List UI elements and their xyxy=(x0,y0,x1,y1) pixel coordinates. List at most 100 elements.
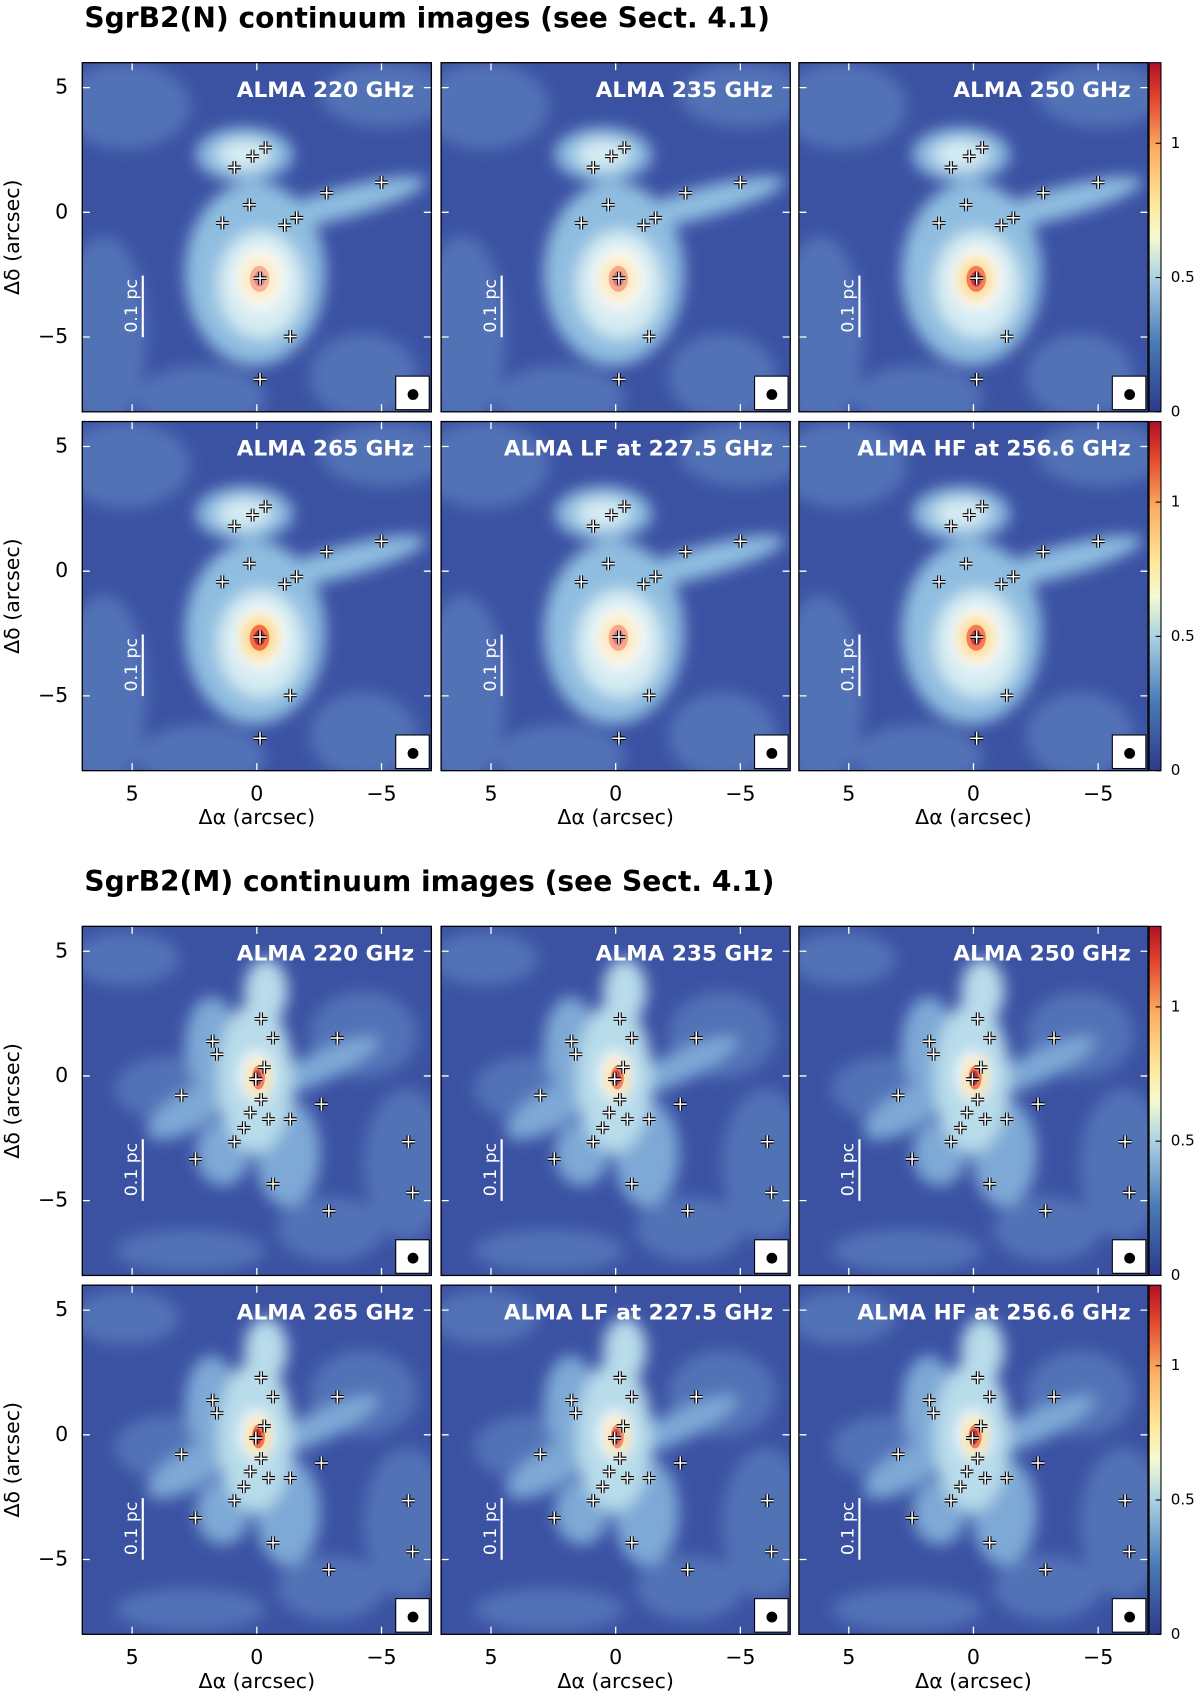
x-tick-label: −5 xyxy=(1083,781,1113,805)
source-cross xyxy=(649,570,663,584)
source-cross xyxy=(283,1112,297,1126)
source-cross xyxy=(1000,1112,1014,1126)
cross-fill xyxy=(253,630,267,644)
source-cross xyxy=(604,508,618,522)
image-panel: ALMA 220 GHz 0.1 pc xyxy=(82,926,449,1276)
panel-label: ALMA 250 GHz xyxy=(953,78,1130,103)
panel-label: ALMA 220 GHz xyxy=(237,78,414,103)
cross-fill xyxy=(278,218,292,232)
cross-fill xyxy=(330,1390,344,1404)
y-tick-label: 5 xyxy=(55,938,68,962)
cross-fill xyxy=(760,1135,774,1149)
cross-fill xyxy=(175,1447,188,1461)
cross-fill xyxy=(944,1494,958,1508)
source-cross xyxy=(206,1034,220,1048)
source-cross xyxy=(596,1121,610,1135)
x-tick-label: −5 xyxy=(725,781,755,805)
source-cross xyxy=(533,1447,547,1461)
beam xyxy=(766,1252,778,1264)
panel-frame xyxy=(798,420,1149,772)
source-cross xyxy=(601,557,615,571)
cross-fill xyxy=(1122,1545,1136,1559)
panel-frame xyxy=(440,1284,791,1635)
cross-fill xyxy=(569,1406,583,1420)
panel-frame xyxy=(81,1284,433,1635)
cross-fill xyxy=(927,1047,941,1061)
source-cross xyxy=(278,218,292,232)
x-tick-label: 0 xyxy=(609,781,622,805)
cross-fill xyxy=(617,140,631,154)
source-cross xyxy=(959,557,973,571)
x-tick-label: 5 xyxy=(484,781,497,805)
source-cross xyxy=(565,1034,579,1048)
cross-fill xyxy=(322,1563,336,1577)
cross-fill xyxy=(983,1177,997,1191)
source-cross xyxy=(254,1452,268,1465)
source-cross xyxy=(320,186,334,200)
source-cross xyxy=(314,1097,328,1111)
beam xyxy=(407,1252,419,1264)
cross-fill xyxy=(642,1112,656,1126)
image-panel: ALMA HF at 256.6 GHz 0.1 pc xyxy=(798,421,1166,790)
source-cross xyxy=(760,1135,774,1149)
cross-fill xyxy=(257,1060,271,1074)
source-cross xyxy=(227,1135,241,1149)
source-cross xyxy=(249,1072,263,1086)
source-cross xyxy=(237,1480,251,1494)
cross-fill xyxy=(237,1480,251,1494)
source-cross xyxy=(616,1060,630,1074)
beam xyxy=(1124,1252,1136,1264)
source-cross xyxy=(642,330,656,343)
image-panel: ALMA 250 GHz 0.1 pc xyxy=(798,926,1166,1276)
image-panel: ALMA 265 GHz 0.1 pc xyxy=(82,421,450,790)
cross-fill xyxy=(965,1431,979,1445)
source-cross xyxy=(574,575,588,589)
source-cross xyxy=(1122,1545,1136,1559)
source-cross xyxy=(565,1393,579,1407)
source-cross xyxy=(253,372,267,386)
cross-fill xyxy=(266,1390,280,1404)
colorbar xyxy=(1148,925,1162,1276)
cross-fill xyxy=(625,1031,639,1045)
source-cross xyxy=(971,1012,985,1026)
y-axis-label: Δδ (arcsec) xyxy=(0,179,24,295)
source-cross xyxy=(569,1406,583,1420)
cross-fill xyxy=(253,271,267,285)
cross-fill xyxy=(586,519,600,533)
source-cross xyxy=(620,1471,634,1485)
colorbar-tick-label: 1 xyxy=(1171,493,1181,511)
cross-fill xyxy=(625,1177,639,1191)
source-cross xyxy=(253,271,267,285)
cross-fill xyxy=(1000,1471,1014,1485)
cross-fill xyxy=(970,630,984,644)
scale-bar-label: 0.1 pc xyxy=(122,1502,142,1555)
source-cross xyxy=(266,1177,280,1191)
cross-fill xyxy=(266,1536,280,1550)
source-cross xyxy=(237,1121,251,1135)
cross-fill xyxy=(243,1464,257,1478)
source-cross xyxy=(760,1494,774,1508)
source-cross xyxy=(625,1031,639,1045)
source-cross xyxy=(612,271,626,285)
panel-frame xyxy=(440,62,791,413)
panel-label: ALMA HF at 256.6 GHz xyxy=(857,437,1130,462)
cross-fill xyxy=(375,534,388,548)
source-cross xyxy=(259,499,273,513)
scale-bar-label: 0.1 pc xyxy=(122,279,142,332)
source-cross xyxy=(283,330,297,343)
cross-fill xyxy=(953,1480,967,1494)
cross-fill xyxy=(681,1204,695,1218)
x-tick-label: 5 xyxy=(126,781,139,805)
source-cross xyxy=(962,149,976,163)
source-cross xyxy=(604,149,618,163)
source-cross xyxy=(254,1093,268,1107)
source-cross xyxy=(608,1072,622,1086)
source-cross xyxy=(971,1452,985,1465)
cross-fill xyxy=(922,1393,936,1407)
cross-fill xyxy=(547,1511,561,1525)
cross-fill xyxy=(1118,1494,1132,1508)
panel-frame xyxy=(81,62,433,413)
cross-fill xyxy=(330,1031,344,1045)
source-cross xyxy=(1091,175,1105,189)
source-cross xyxy=(613,1452,627,1465)
